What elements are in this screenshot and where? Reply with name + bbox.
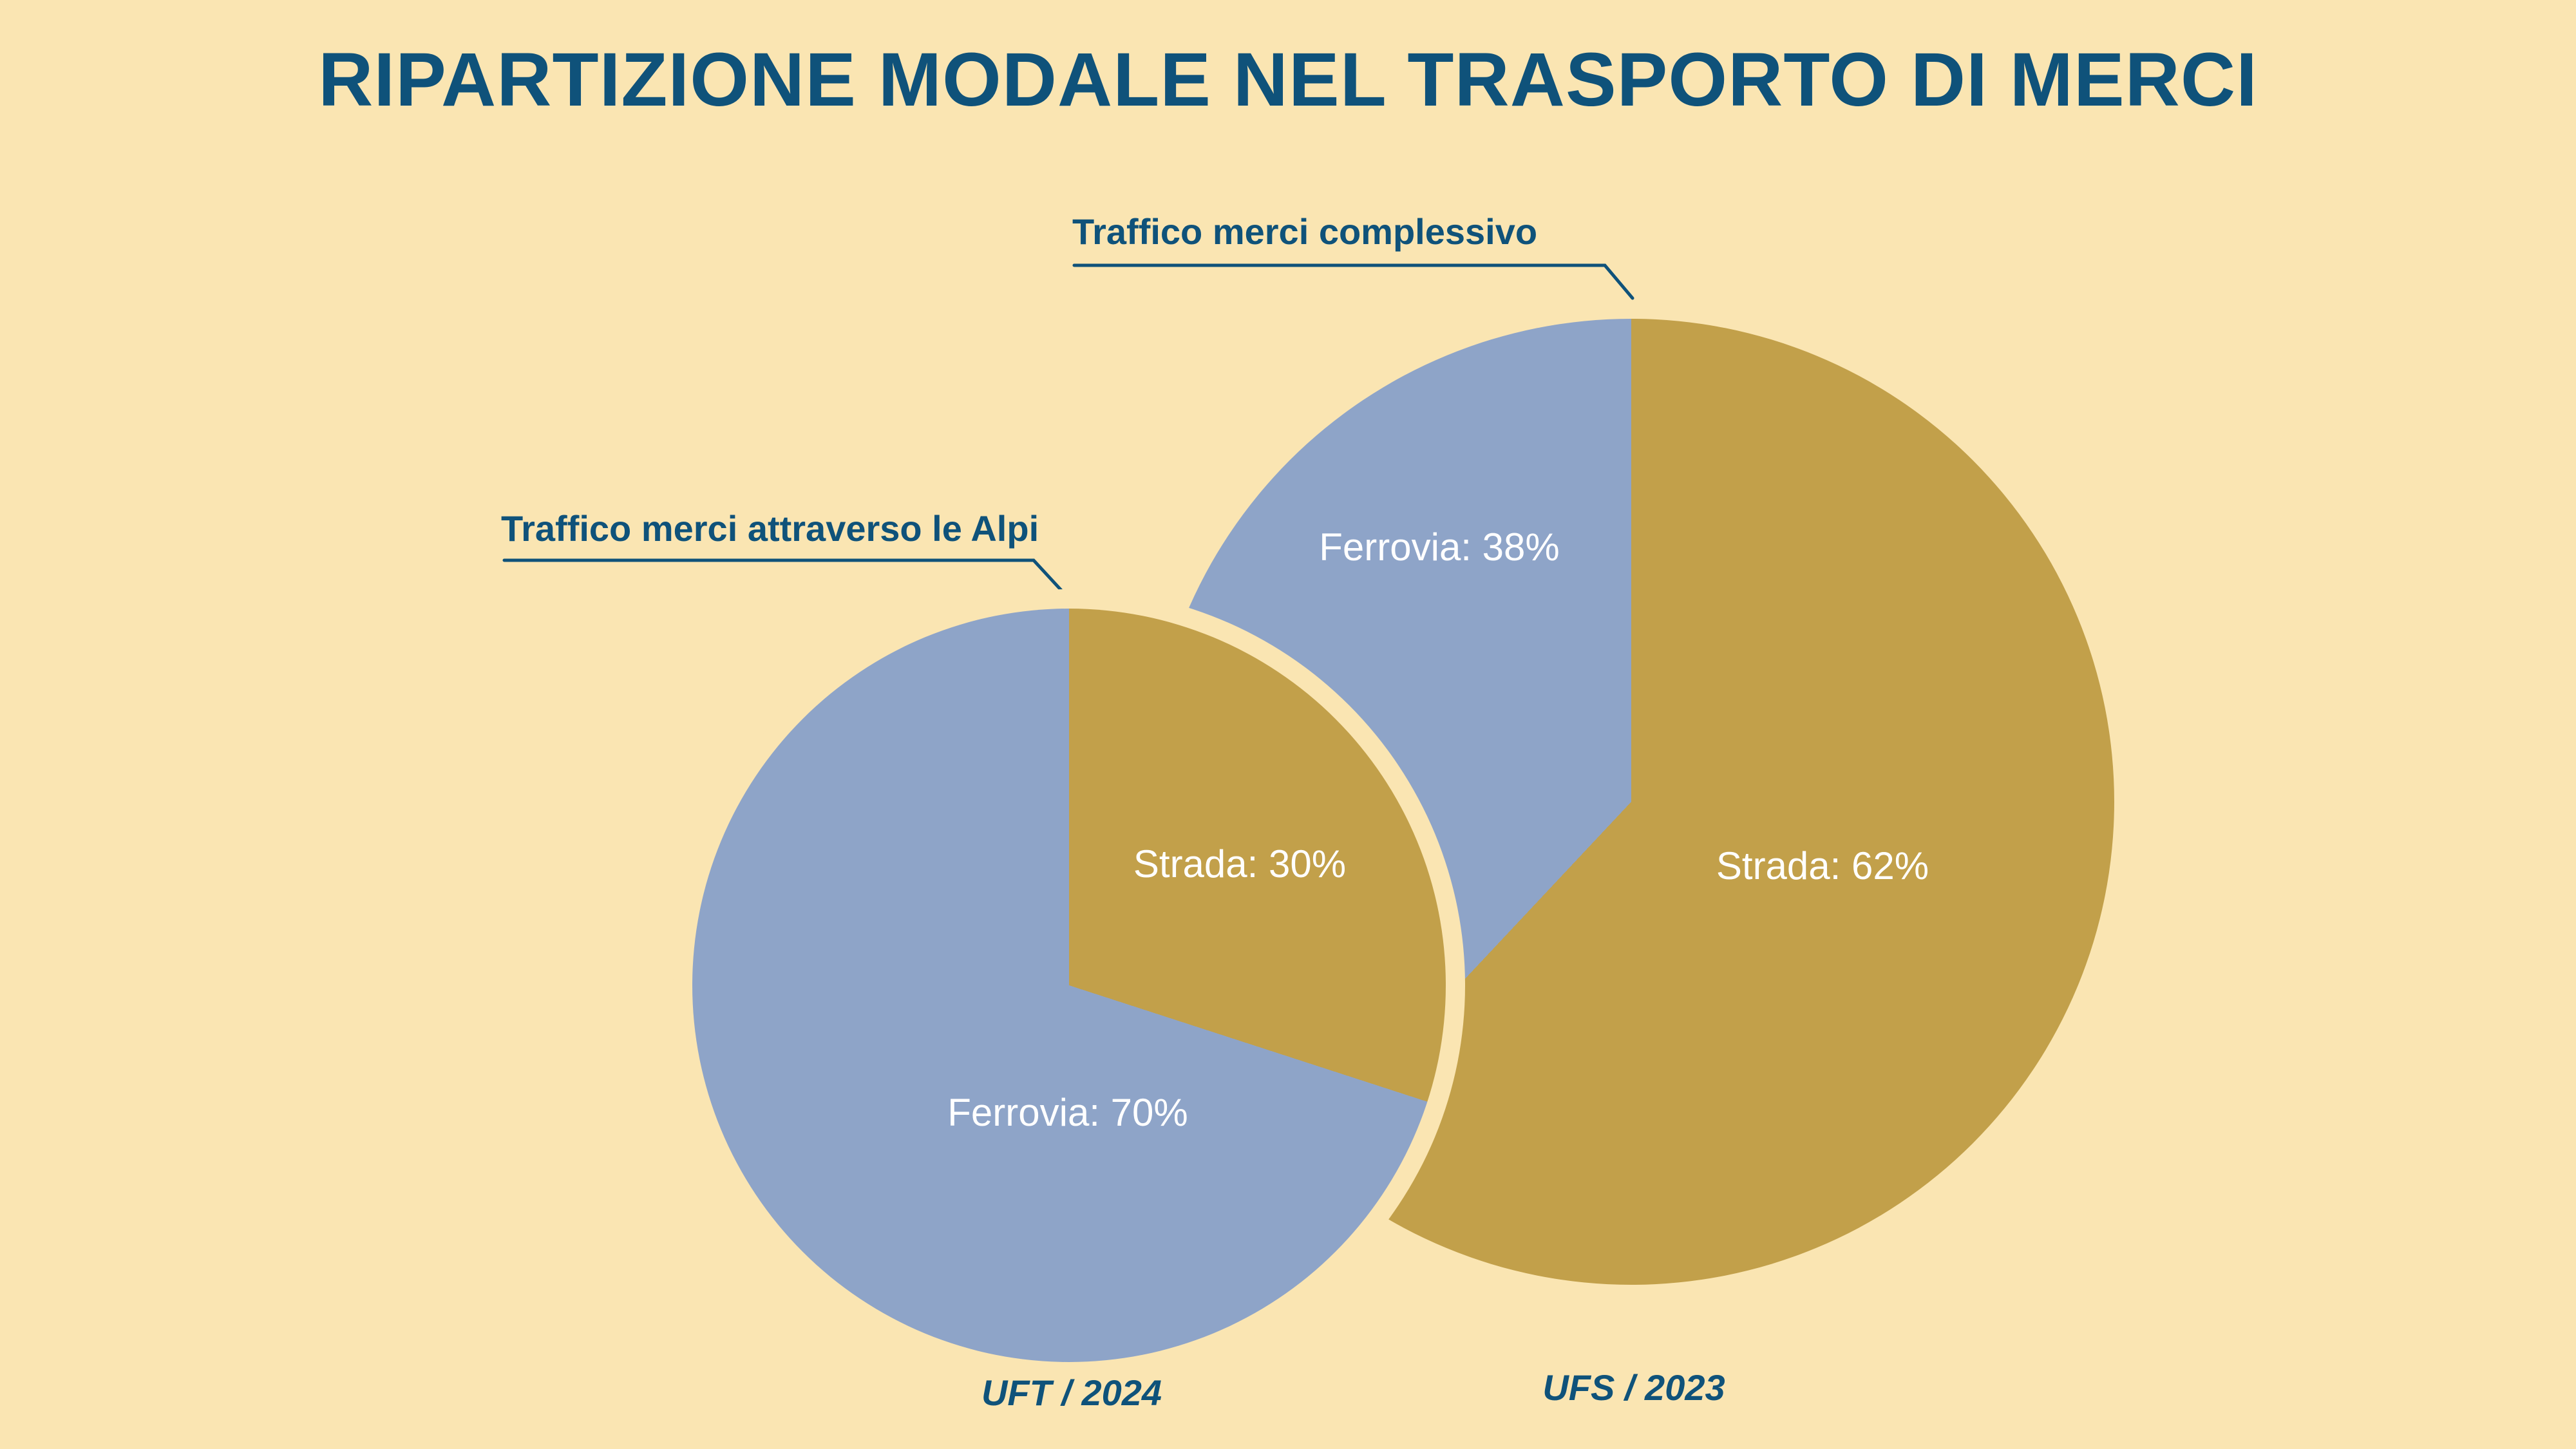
callout-label-alpine-traffic: Traffico merci attraverso le Alpi: [501, 508, 1039, 549]
callout-connector-total: [1072, 263, 1634, 300]
slice-label-total-strada: Strada: 62%: [1716, 844, 1929, 887]
source-label-alpine: UFT / 2024: [981, 1372, 1162, 1413]
slice-label-alpine-ferrovia: Ferrovia: 70%: [947, 1091, 1188, 1134]
callout-connector-alpine: [502, 558, 1066, 596]
callout-label-total-traffic: Traffico merci complessivo: [1072, 211, 1538, 252]
source-label-total: UFS / 2023: [1542, 1367, 1725, 1408]
page-title: RIPARTIZIONE MODALE NEL TRASPORTO DI MER…: [318, 37, 2258, 122]
pie-alpine-traffic-ring: [673, 589, 1465, 1381]
slice-label-total-ferrovia: Ferrovia: 38%: [1319, 526, 1560, 569]
pie-alpine-traffic: [692, 609, 1446, 1362]
slice-label-alpine-strada: Strada: 30%: [1133, 842, 1347, 886]
